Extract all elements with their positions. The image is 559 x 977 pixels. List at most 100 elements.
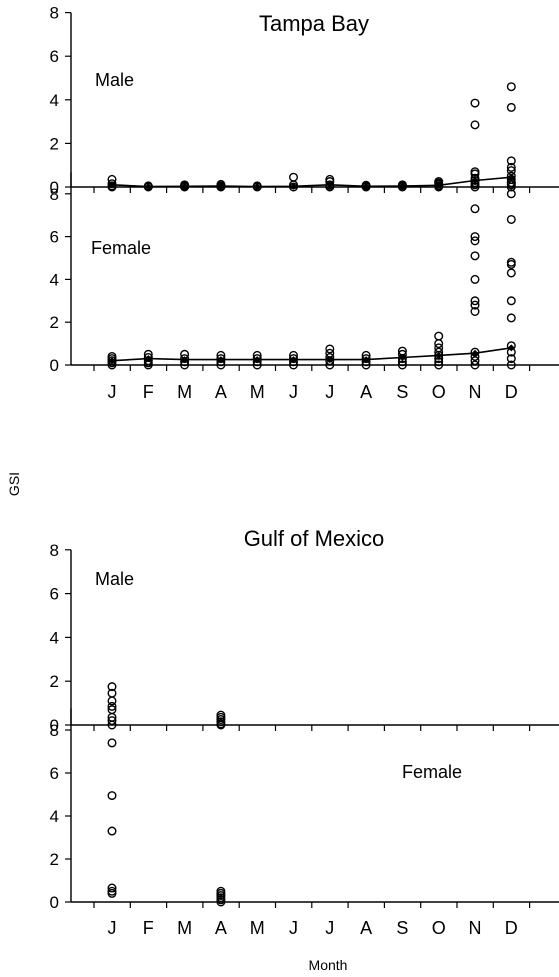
data-point xyxy=(143,349,153,359)
data-point xyxy=(506,341,516,351)
panel-label: Female xyxy=(402,762,462,782)
y-tick-label: 4 xyxy=(50,91,59,110)
data-point xyxy=(434,331,444,341)
data-point xyxy=(434,360,444,370)
month-label: O xyxy=(432,918,446,938)
data-point xyxy=(506,102,516,112)
y-tick-label: 8 xyxy=(50,541,59,560)
data-point xyxy=(470,347,480,357)
y-tick-label: 0 xyxy=(50,893,59,912)
y-tick-label: 0 xyxy=(50,716,59,735)
data-point xyxy=(397,360,407,370)
data-point xyxy=(216,182,226,192)
panel-female: 0 2 4 6 8 Female xyxy=(50,172,559,375)
data-point xyxy=(506,360,516,370)
month-label: M xyxy=(177,382,192,402)
data-point xyxy=(180,354,190,364)
data-point xyxy=(216,720,226,730)
y-tick-label: 0 xyxy=(50,178,59,197)
data-point xyxy=(143,360,153,370)
data-point xyxy=(506,178,516,188)
data-point xyxy=(506,214,516,224)
mean-line xyxy=(111,176,512,188)
month-label: N xyxy=(469,382,482,402)
data-point xyxy=(470,182,480,192)
data-point xyxy=(434,350,444,360)
data-point xyxy=(470,232,480,242)
data-point xyxy=(325,360,335,370)
y-tick-label: 4 xyxy=(50,807,59,826)
mean-marker xyxy=(253,183,261,191)
data-point xyxy=(180,360,190,370)
chart-tampa-bay: Tampa Bay 0 2 4 6 8 Male 0 2 4 6 8 Female J F M A M J J A S O N… xyxy=(50,4,559,402)
y-tick-label: 6 xyxy=(50,47,59,66)
data-point xyxy=(325,177,335,187)
month-label: J xyxy=(108,918,117,938)
month-label: O xyxy=(432,382,446,402)
x-axis-label: Month xyxy=(309,957,348,973)
data-point xyxy=(252,182,262,192)
data-point xyxy=(289,182,299,192)
data-point xyxy=(361,360,371,370)
month-label: A xyxy=(215,918,227,938)
data-point xyxy=(470,300,480,310)
month-label: S xyxy=(396,382,408,402)
data-point xyxy=(107,716,117,726)
month-label: J xyxy=(325,918,334,938)
data-point xyxy=(216,360,226,370)
data-point xyxy=(107,682,117,692)
month-label: F xyxy=(143,382,154,402)
data-point xyxy=(180,182,190,192)
data-point xyxy=(506,347,516,357)
y-tick-label: 2 xyxy=(50,850,59,869)
data-point xyxy=(506,189,516,199)
y-tick-label: 6 xyxy=(50,764,59,783)
data-point xyxy=(361,357,371,367)
data-point xyxy=(107,826,117,836)
data-point xyxy=(289,360,299,370)
data-point xyxy=(397,354,407,364)
data-point xyxy=(470,296,480,306)
data-point xyxy=(252,357,262,367)
data-point xyxy=(107,360,117,370)
month-label: D xyxy=(505,918,518,938)
mean-line xyxy=(111,347,512,362)
month-label: A xyxy=(360,918,372,938)
data-point xyxy=(470,120,480,130)
data-point xyxy=(180,357,190,367)
data-point xyxy=(107,701,117,711)
data-point xyxy=(506,82,516,92)
data-point xyxy=(107,888,117,898)
month-label: M xyxy=(250,918,265,938)
y-tick-label: 8 xyxy=(50,721,59,740)
data-point xyxy=(506,166,516,176)
mean-marker xyxy=(144,183,152,191)
data-point xyxy=(397,182,407,192)
data-point xyxy=(216,354,226,364)
y-tick-label: 2 xyxy=(50,672,59,691)
data-point xyxy=(470,360,480,370)
panel-male: 0 2 4 6 8 Male xyxy=(50,4,559,197)
data-point xyxy=(434,354,444,364)
month-label: J xyxy=(289,382,298,402)
data-point xyxy=(506,162,516,172)
month-label: J xyxy=(325,382,334,402)
data-point xyxy=(107,883,117,893)
data-point xyxy=(506,259,516,269)
y-tick-label: 8 xyxy=(50,4,59,23)
data-point xyxy=(506,268,516,278)
month-label: J xyxy=(289,918,298,938)
y-tick-label: 0 xyxy=(50,356,59,375)
data-point xyxy=(470,169,480,179)
panel-label: Male xyxy=(95,70,134,90)
data-point xyxy=(252,360,262,370)
data-point xyxy=(397,357,407,367)
data-point xyxy=(361,182,371,192)
panel-female: 0 2 4 6 8 Female xyxy=(50,708,559,912)
y-tick-label: 6 xyxy=(50,228,59,247)
y-axis-label: GSI xyxy=(6,472,22,496)
month-label: D xyxy=(505,382,518,402)
data-point xyxy=(361,350,371,360)
chart-title: Tampa Bay xyxy=(259,11,369,36)
data-point xyxy=(289,350,299,360)
